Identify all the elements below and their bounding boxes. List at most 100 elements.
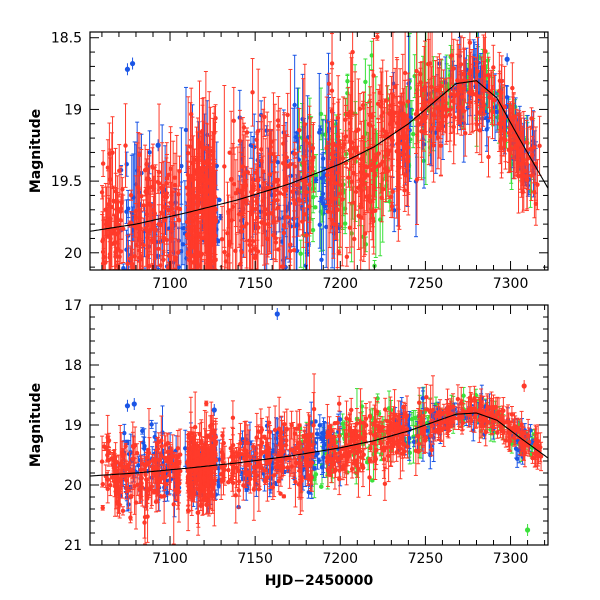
data-point — [362, 147, 367, 202]
data-point — [118, 200, 123, 240]
data-point — [203, 430, 209, 487]
data-point — [118, 432, 124, 494]
data-point — [339, 449, 344, 464]
data-point — [202, 272, 206, 354]
data-point — [265, 190, 271, 258]
data-point — [222, 84, 227, 248]
data-point — [100, 150, 106, 177]
data-point — [104, 433, 109, 463]
data-point — [343, 98, 348, 142]
data-point — [289, 458, 295, 475]
data-point — [131, 271, 135, 300]
data-point — [319, 484, 324, 489]
data-point — [176, 189, 182, 252]
data-point — [396, 428, 402, 455]
data-point — [105, 139, 111, 197]
data-point — [346, 167, 351, 188]
outlier-point — [504, 53, 510, 66]
data-point — [342, 136, 347, 153]
data-point — [177, 428, 183, 481]
outlier-point — [521, 380, 527, 392]
data-point — [384, 142, 390, 157]
data-point — [444, 77, 450, 143]
data-point — [219, 266, 224, 270]
data-point — [399, 429, 404, 438]
data-point — [293, 456, 298, 508]
data-point — [100, 214, 105, 270]
data-point — [280, 137, 286, 190]
data-point — [277, 107, 283, 270]
data-point — [239, 184, 245, 270]
data-point — [297, 108, 302, 153]
data-point — [342, 212, 348, 235]
data-point — [305, 440, 310, 487]
data-point — [243, 420, 249, 482]
data-point — [310, 218, 316, 243]
data-point — [251, 458, 257, 521]
y-tick-label: 20 — [64, 246, 82, 262]
data-point — [444, 415, 449, 430]
data-point — [234, 233, 239, 270]
data-point — [455, 384, 461, 414]
data-point — [198, 464, 203, 507]
data-point — [228, 438, 233, 458]
model-curve — [90, 412, 548, 477]
data-point — [142, 489, 148, 545]
data-point — [212, 106, 217, 160]
data-point — [185, 96, 191, 211]
data-point — [218, 448, 224, 500]
data-point — [461, 403, 466, 419]
data-point — [416, 437, 422, 451]
data-point — [326, 72, 332, 95]
data-point — [122, 423, 127, 443]
data-point — [187, 213, 193, 251]
data-point — [101, 219, 106, 259]
data-point — [116, 199, 121, 251]
data-point — [153, 164, 158, 270]
data-point — [344, 246, 350, 267]
data-point — [335, 101, 341, 135]
data-point — [203, 288, 207, 337]
data-point — [137, 133, 143, 177]
data-point — [376, 118, 381, 189]
data-point — [396, 400, 401, 432]
data-point — [209, 414, 215, 435]
data-point — [128, 458, 134, 484]
data-point — [190, 280, 194, 357]
data-point — [248, 131, 254, 159]
data-point — [255, 68, 261, 194]
data-point — [434, 86, 440, 131]
x-tick-label: 7200 — [322, 551, 358, 567]
data-point — [193, 445, 199, 497]
data-point — [132, 457, 137, 515]
data-point — [230, 400, 236, 436]
data-point — [219, 465, 224, 470]
data-point — [414, 32, 419, 117]
data-point — [217, 197, 222, 203]
data-point — [283, 152, 288, 230]
data-point — [517, 418, 523, 447]
data-point — [236, 455, 241, 486]
data-point — [338, 139, 343, 248]
data-point — [142, 144, 148, 196]
outlier-point — [211, 404, 217, 416]
y-tick-label: 21 — [64, 538, 82, 554]
data-point — [409, 411, 415, 427]
data-point — [141, 276, 145, 317]
plot-frame — [89, 31, 549, 271]
data-point — [431, 108, 436, 183]
data-point — [247, 210, 252, 270]
data-point — [313, 205, 318, 210]
data-point — [253, 163, 259, 182]
data-point — [160, 183, 165, 244]
outlier-point — [131, 398, 137, 410]
data-point — [116, 293, 120, 325]
data-point — [167, 229, 172, 270]
data-point — [110, 304, 114, 435]
data-point — [179, 127, 184, 205]
x-tick-label: 7100 — [152, 551, 188, 567]
data-point — [147, 437, 152, 488]
data-point — [302, 431, 307, 468]
data-point — [385, 425, 390, 440]
data-point — [213, 417, 219, 457]
